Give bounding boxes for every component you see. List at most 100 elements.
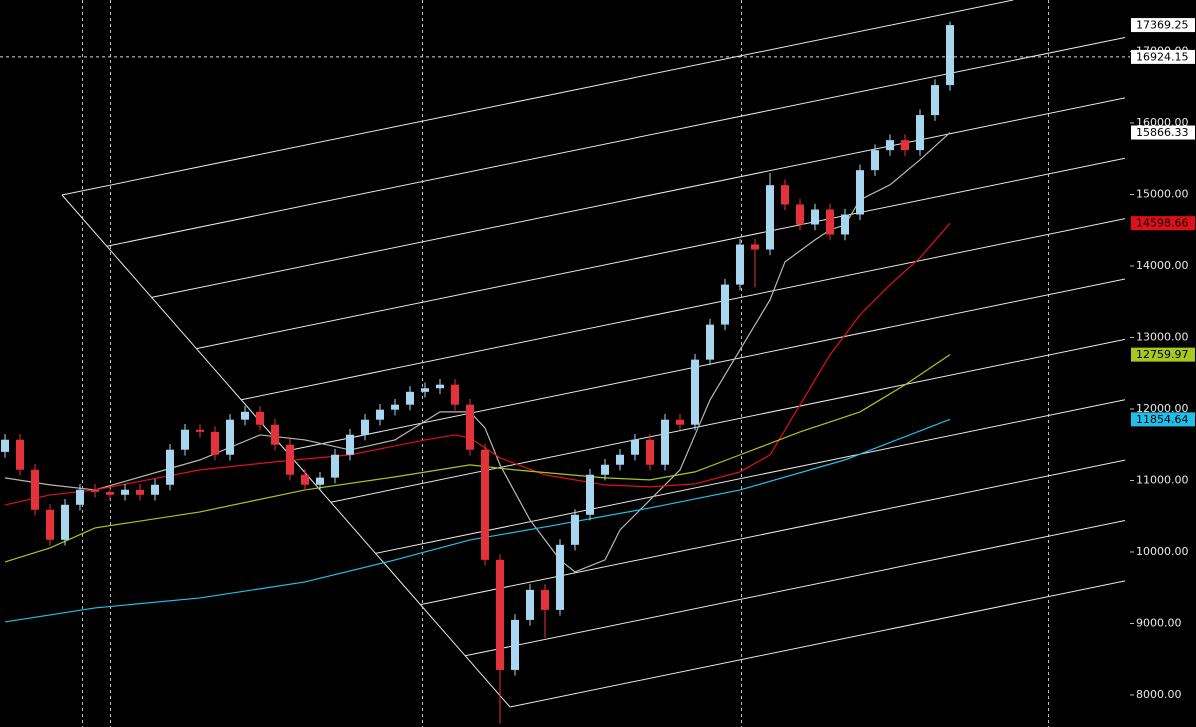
candle-body	[421, 388, 429, 392]
candle-body	[601, 464, 609, 475]
candle-body	[721, 284, 729, 325]
candle-body	[241, 411, 249, 420]
candle-body	[91, 489, 99, 492]
y-tick-label: 10000.00	[1136, 545, 1189, 558]
fork-line	[375, 399, 1126, 554]
candle-body	[826, 209, 834, 235]
candle-body	[166, 449, 174, 485]
candle-body	[901, 140, 909, 151]
candle-body	[271, 424, 279, 445]
fork-line	[420, 459, 1126, 606]
y-tick-label: 15000.00	[1136, 187, 1189, 200]
candle-body	[1, 439, 9, 452]
candle-body	[136, 489, 144, 495]
candle-body	[886, 140, 894, 151]
candle-body	[301, 474, 309, 485]
candle-body	[766, 185, 774, 250]
y-tick-label: 13000.00	[1136, 330, 1189, 343]
candle-body	[16, 439, 24, 470]
candle-body	[811, 209, 819, 225]
candle-body	[556, 544, 564, 610]
price-tag-label: 15866.33	[1136, 126, 1189, 139]
candle-body	[391, 404, 399, 410]
candle-body	[436, 384, 444, 389]
y-tick-label: 9000.00	[1136, 616, 1182, 629]
candle-body	[121, 489, 129, 495]
candle-body	[736, 244, 744, 285]
candle-body	[226, 419, 234, 455]
fork-line	[465, 520, 1126, 657]
candle-body	[196, 429, 204, 432]
candle-body	[181, 429, 189, 450]
candle-body	[916, 115, 924, 151]
y-tick-label: 8000.00	[1136, 688, 1182, 701]
moving-average	[4, 418, 951, 623]
price-tag	[1131, 216, 1195, 231]
price-tag-label: 14598.66	[1136, 217, 1189, 230]
candle-body	[871, 150, 879, 171]
candle-body	[841, 214, 849, 235]
fork-line	[509, 580, 1126, 708]
candle-body	[316, 477, 324, 485]
candle-body	[796, 204, 804, 225]
price-tag	[1131, 412, 1195, 427]
candle-body	[46, 509, 54, 540]
price-tag-label: 12759.97	[1136, 348, 1189, 361]
fork-line	[151, 97, 1126, 298]
candle-body	[616, 454, 624, 465]
fork-line	[106, 36, 1126, 247]
candle-body	[706, 324, 714, 360]
candle-body	[106, 491, 114, 495]
candle-body	[931, 85, 939, 116]
price-tag-label: 16924.15	[1136, 50, 1189, 63]
fork-line	[330, 338, 1126, 503]
y-tick-label: 12000.00	[1136, 402, 1189, 415]
candle-body	[631, 439, 639, 455]
candle-body	[376, 409, 384, 420]
candle-body	[346, 434, 354, 455]
candle-body	[31, 469, 39, 510]
candle-body	[406, 391, 414, 405]
candle-body	[481, 449, 489, 560]
candle-body	[466, 404, 474, 450]
moving-average	[4, 222, 951, 506]
candle-body	[856, 170, 864, 215]
candle-body	[286, 444, 294, 475]
candle-body	[586, 474, 594, 515]
price-tag-label: 11854.64	[1136, 413, 1189, 426]
fork-line	[241, 218, 1126, 401]
candle-body	[571, 514, 579, 545]
candle-body	[451, 384, 459, 405]
candle-body	[676, 419, 684, 425]
candle-body	[61, 504, 69, 540]
candle-body	[151, 484, 159, 495]
candle-body	[211, 431, 219, 455]
candle-body	[511, 619, 519, 670]
candle-body	[646, 439, 654, 465]
price-tag-label: 17369.25	[1136, 19, 1189, 32]
candle-body	[331, 454, 339, 478]
fork-line	[61, 0, 1014, 196]
candle-body	[751, 244, 759, 250]
candle-body	[256, 411, 264, 425]
y-tick-label: 14000.00	[1136, 259, 1189, 272]
candle-body	[496, 559, 504, 670]
fork-line	[196, 157, 1126, 350]
fork-line	[285, 278, 1126, 452]
candle-body	[661, 419, 669, 465]
candle-body	[946, 25, 954, 86]
candle-body	[361, 419, 369, 435]
price-tag	[1131, 125, 1195, 140]
candle-body	[541, 589, 549, 610]
candle-body	[691, 359, 699, 425]
y-tick-label: 11000.00	[1136, 473, 1189, 486]
price-tag	[1131, 49, 1195, 64]
candle-body	[781, 185, 789, 205]
price-tag	[1131, 18, 1195, 33]
price-tag	[1131, 347, 1195, 362]
candle-body	[76, 489, 84, 505]
moving-average	[4, 354, 951, 563]
